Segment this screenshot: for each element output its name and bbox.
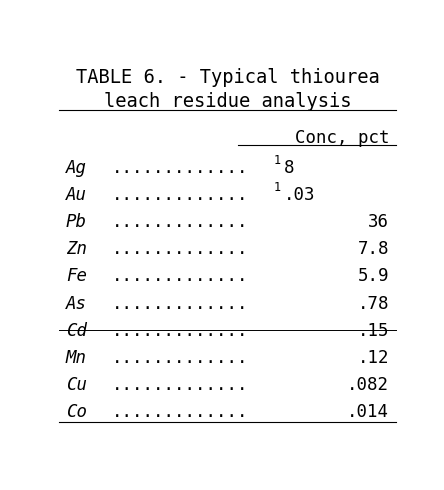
Text: Conc, pct: Conc, pct bbox=[295, 128, 389, 147]
Text: Cd: Cd bbox=[66, 322, 87, 340]
Text: .............: ............. bbox=[112, 403, 249, 421]
Text: Fe: Fe bbox=[66, 268, 87, 286]
Text: Zn: Zn bbox=[66, 240, 87, 258]
Text: .............: ............. bbox=[112, 159, 249, 177]
Text: 1: 1 bbox=[274, 181, 281, 195]
Text: Cu: Cu bbox=[66, 376, 87, 394]
Text: .............: ............. bbox=[112, 376, 249, 394]
Text: .............: ............. bbox=[112, 186, 249, 204]
Text: Au: Au bbox=[66, 186, 87, 204]
Text: leach residue analysis: leach residue analysis bbox=[104, 92, 351, 111]
Text: .............: ............. bbox=[112, 268, 249, 286]
Text: Co: Co bbox=[66, 403, 87, 421]
Text: 8: 8 bbox=[284, 159, 295, 177]
Text: .............: ............. bbox=[112, 349, 249, 367]
Text: As: As bbox=[66, 294, 87, 313]
Text: .15: .15 bbox=[358, 322, 389, 340]
Text: 5.9: 5.9 bbox=[358, 268, 389, 286]
Text: TABLE 6. - Typical thiourea: TABLE 6. - Typical thiourea bbox=[75, 68, 380, 87]
Text: .............: ............. bbox=[112, 213, 249, 231]
Text: .014: .014 bbox=[347, 403, 389, 421]
Text: 7.8: 7.8 bbox=[358, 240, 389, 258]
Text: Pb: Pb bbox=[66, 213, 87, 231]
Text: .............: ............. bbox=[112, 294, 249, 313]
Text: .78: .78 bbox=[358, 294, 389, 313]
Text: Mn: Mn bbox=[66, 349, 87, 367]
Text: 36: 36 bbox=[368, 213, 389, 231]
Text: .............: ............. bbox=[112, 240, 249, 258]
Text: .12: .12 bbox=[358, 349, 389, 367]
Text: 1: 1 bbox=[274, 154, 281, 167]
Text: .03: .03 bbox=[284, 186, 316, 204]
Text: Ag: Ag bbox=[66, 159, 87, 177]
Text: .............: ............. bbox=[112, 322, 249, 340]
Text: .082: .082 bbox=[347, 376, 389, 394]
